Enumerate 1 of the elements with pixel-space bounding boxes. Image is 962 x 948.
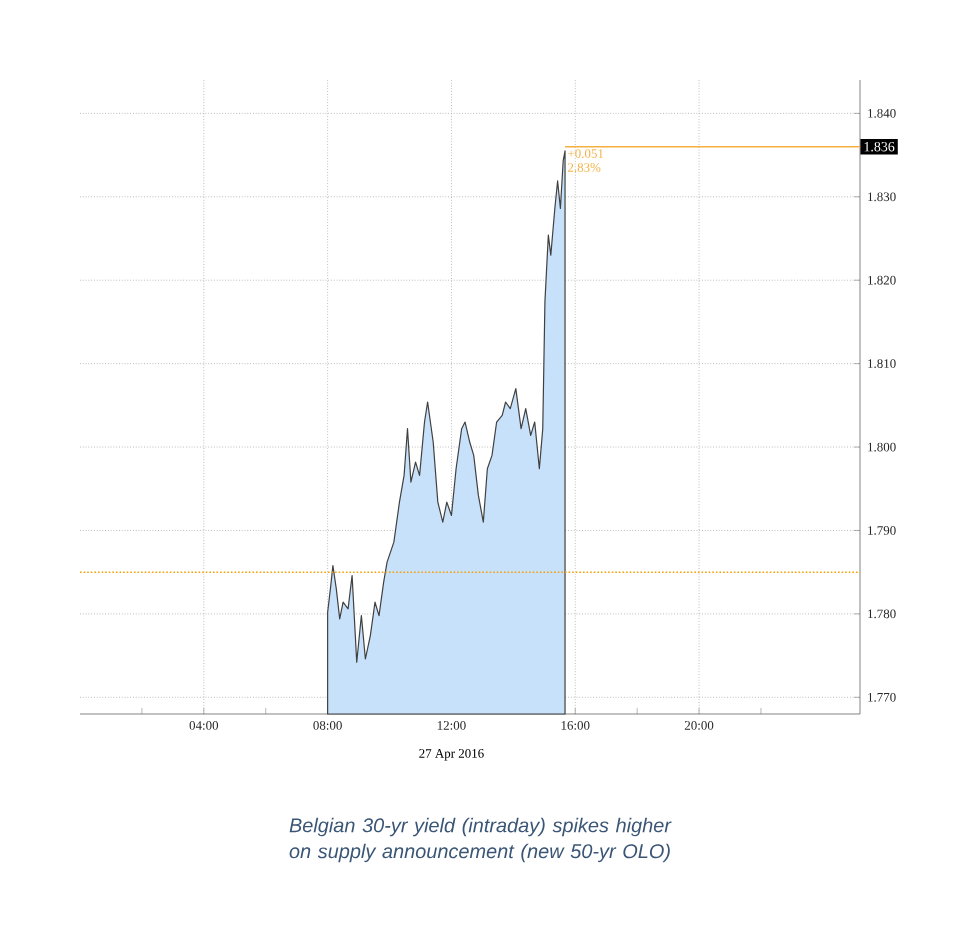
text: Belgian 30-yr yield (intraday) spikes higher on supply announcement (new 50-yr OLO)	[289, 817, 672, 863]
